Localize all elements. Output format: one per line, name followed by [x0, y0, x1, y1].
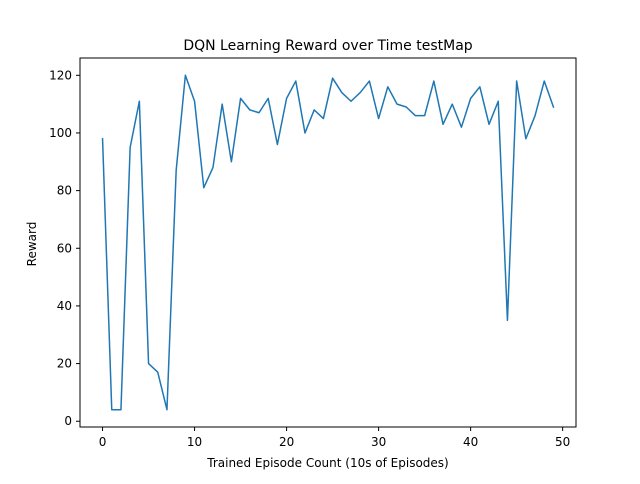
reward-series-line — [101, 74, 555, 411]
x-tick-label: 50 — [555, 435, 570, 449]
plot-area: 0 10 20 30 40 50 0 20 40 60 80 100 120 — [49, 57, 577, 449]
y-tick-label: 20 — [57, 357, 72, 371]
y-tick-label: 0 — [64, 414, 72, 428]
x-tick-label: 20 — [279, 435, 294, 449]
x-axis-title: Trained Episode Count (10s of Episodes) — [206, 456, 448, 470]
y-tick-label: 40 — [57, 299, 72, 313]
x-tick-label: 10 — [187, 435, 202, 449]
y-axis-title: Reward — [25, 222, 39, 267]
chart-title: DQN Learning Reward over Time testMap — [183, 38, 472, 54]
x-tick-label: 30 — [371, 435, 386, 449]
x-tick-label: 40 — [463, 435, 478, 449]
y-axis-ticks: 0 20 40 60 80 100 120 — [49, 68, 80, 428]
y-tick-label: 60 — [57, 241, 72, 255]
series-layer — [101, 74, 555, 411]
y-tick-label: 100 — [49, 126, 72, 140]
plot-frame — [79, 57, 577, 428]
x-tick-label: 0 — [99, 435, 107, 449]
y-tick-label: 80 — [57, 184, 72, 198]
y-tick-label: 120 — [49, 68, 72, 82]
x-axis-ticks: 0 10 20 30 40 50 — [99, 427, 570, 449]
